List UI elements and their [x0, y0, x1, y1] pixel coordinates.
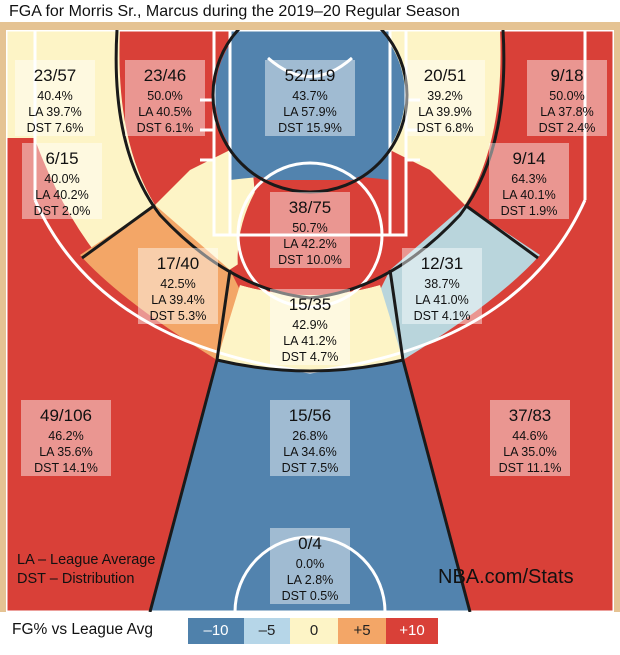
zone-fg-count: 9/14	[512, 149, 545, 168]
zone-distribution: DST 6.8%	[417, 121, 474, 135]
zone-fg-count: 0/4	[298, 534, 322, 553]
zone-fg-pct: 38.7%	[424, 277, 459, 291]
zone-distribution: DST 11.1%	[499, 461, 562, 475]
zone-fg-count: 6/15	[45, 149, 78, 168]
zone-fg-count: 12/31	[421, 254, 464, 273]
page-title: FGA for Morris Sr., Marcus during the 20…	[9, 3, 460, 20]
scale-title: FG% vs League Avg	[12, 621, 154, 638]
zone-distribution: DST 7.6%	[27, 121, 84, 135]
zone-league-avg: LA 42.2%	[283, 237, 337, 251]
shot-chart: 23/57 40.4% LA 39.7% DST 7.6% 23/46 50.0% LA 4…	[0, 22, 620, 612]
zone-fg-pct: 0.0%	[296, 557, 325, 571]
legend-line-dst: DST – Distribution	[17, 571, 135, 587]
zone-league-avg: LA 41.2%	[283, 334, 337, 348]
legend-line-la: LA – League Average	[17, 552, 156, 568]
zone-fg-count: 38/75	[289, 198, 332, 217]
zone-fg-pct: 42.5%	[160, 277, 195, 291]
zone-fg-pct: 42.9%	[292, 318, 327, 332]
zone-league-avg: LA 35.0%	[503, 445, 557, 459]
zone-league-avg: LA 39.4%	[151, 293, 205, 307]
zone-label-box	[490, 400, 570, 476]
zone-labels: 23/57 40.4% LA 39.7% DST 7.6% 23/46 50.0% LA 4…	[15, 60, 607, 604]
zone-label-box	[402, 248, 482, 324]
zone-fg-count: 9/18	[550, 66, 583, 85]
zone-fg-pct: 44.6%	[512, 429, 547, 443]
zone-distribution: DST 4.1%	[414, 309, 471, 323]
zone-distribution: DST 5.3%	[150, 309, 207, 323]
zone-fg-count: 17/40	[157, 254, 200, 273]
zone-league-avg: LA 40.1%	[502, 188, 556, 202]
zone-backcourt	[235, 537, 385, 612]
zone-label-box	[405, 60, 485, 136]
zone-distribution: DST 4.7%	[282, 350, 339, 364]
zone-restricted-area	[237, 180, 383, 295]
zone-league-avg: LA 35.6%	[39, 445, 93, 459]
scale-cell-plus5: +5	[338, 618, 386, 644]
zone-left-elbow-mid	[80, 205, 240, 360]
zone-fg-count: 37/83	[509, 406, 552, 425]
zone-fg-count: 23/57	[34, 66, 77, 85]
zone-fg-count: 23/46	[144, 66, 187, 85]
zone-label-box	[21, 400, 111, 476]
zone-distribution: DST 0.5%	[282, 589, 339, 603]
scale-cell-minus10: –10	[188, 618, 244, 644]
zone-fg-count: 15/35	[289, 295, 332, 314]
zone-fg-count: 15/56	[289, 406, 332, 425]
zone-fg-count: 52/119	[285, 66, 336, 85]
zone-fg-pct: 50.7%	[292, 221, 327, 235]
zone-label-box	[270, 528, 350, 604]
zone-distribution: DST 10.0%	[278, 253, 342, 267]
zone-fg-pct: 26.8%	[292, 429, 327, 443]
zone-label-box	[270, 192, 350, 268]
zone-distribution: DST 2.4%	[539, 121, 596, 135]
zone-distribution: DST 14.1%	[34, 461, 98, 475]
zone-label-box	[22, 143, 102, 219]
zone-borders	[81, 30, 539, 612]
zone-fg-pct: 64.3%	[511, 172, 546, 186]
zone-label-box	[125, 60, 205, 136]
zone-fg-pct: 40.0%	[44, 172, 79, 186]
zone-label-box	[270, 400, 350, 476]
zone-fg-pct: 46.2%	[48, 429, 83, 443]
zone-label-box	[265, 60, 355, 136]
zone-label-box	[15, 60, 95, 136]
zone-league-avg: LA 2.8%	[287, 573, 334, 587]
color-scale: FG% vs League Avg –10 –5 0 +5 +10	[0, 614, 620, 648]
legend-note: LA – League Average DST – Distribution	[17, 551, 155, 589]
zone-distribution: DST 1.9%	[501, 204, 558, 218]
zone-label-box	[138, 248, 218, 324]
zone-fg-count: 20/51	[424, 66, 467, 85]
zone-top-key-3	[150, 360, 470, 612]
zone-fg-count: 49/106	[40, 406, 92, 425]
scale-cell-minus5: –5	[244, 618, 290, 644]
zone-league-avg: LA 39.7%	[28, 105, 82, 119]
zone-right-elbow-mid	[380, 205, 540, 360]
zone-distribution: DST 6.1%	[137, 121, 194, 135]
zone-distribution: DST 15.9%	[278, 121, 342, 135]
zone-paint-circle	[215, 30, 405, 190]
zone-league-avg: LA 40.2%	[35, 188, 89, 202]
zone-label-box	[527, 60, 607, 136]
zone-fg-pct: 43.7%	[292, 89, 327, 103]
zone-league-avg: LA 40.5%	[138, 105, 192, 119]
zone-distribution: DST 2.0%	[34, 204, 91, 218]
zone-top-key-mid	[217, 285, 403, 371]
zone-fg-pct: 50.0%	[549, 89, 584, 103]
zone-fg-pct: 39.2%	[427, 89, 462, 103]
zone-fg-pct: 50.0%	[147, 89, 182, 103]
zone-label-box	[270, 289, 350, 365]
scale-cell-plus10: +10	[386, 618, 438, 644]
zone-league-avg: LA 34.6%	[283, 445, 337, 459]
zone-fg-pct: 40.4%	[37, 89, 72, 103]
zone-league-avg: LA 41.0%	[415, 293, 469, 307]
zone-league-avg: LA 37.8%	[540, 105, 594, 119]
scale-cell-zero: 0	[290, 618, 338, 644]
zone-league-avg: LA 39.9%	[418, 105, 472, 119]
zone-league-avg: LA 57.9%	[283, 105, 337, 119]
zone-label-box	[489, 143, 569, 219]
zone-distribution: DST 7.5%	[282, 461, 339, 475]
brand-label: NBA.com/Stats	[438, 566, 574, 588]
